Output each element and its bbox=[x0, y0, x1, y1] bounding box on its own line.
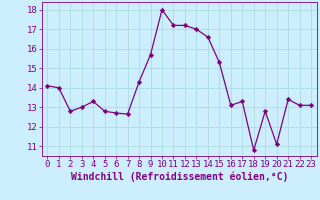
X-axis label: Windchill (Refroidissement éolien,°C): Windchill (Refroidissement éolien,°C) bbox=[70, 172, 288, 182]
